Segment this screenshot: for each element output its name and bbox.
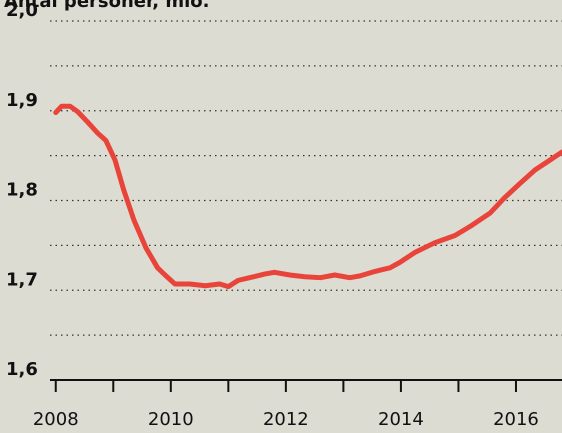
y-tick-label: 1,9 [6, 90, 38, 111]
data-line [53, 103, 562, 290]
x-tick-label: 2010 [148, 409, 194, 430]
chart-title: Antal personer, mio. [4, 0, 209, 12]
x-tick-label: 2012 [263, 409, 309, 430]
x-tick-label: 2014 [378, 409, 424, 430]
y-tick-label: 1,8 [6, 180, 38, 201]
y-tick-label: 1,7 [6, 269, 38, 290]
x-tick-label: 2016 [493, 409, 539, 430]
x-tick-label: 2008 [33, 409, 79, 430]
y-tick-label: 1,6 [6, 359, 38, 380]
y-tick-label: 2,0 [6, 0, 38, 21]
